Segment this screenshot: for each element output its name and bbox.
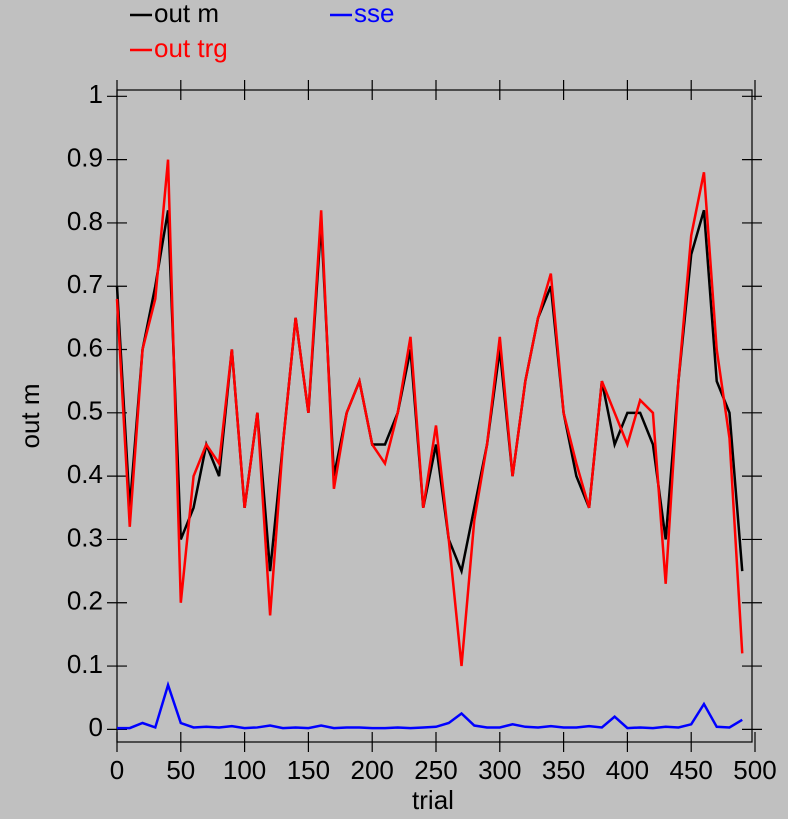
series-line (115, 209, 744, 576)
x-tick-label: 400 (606, 755, 649, 785)
x-tick-label: 200 (351, 755, 394, 785)
x-tick-label: 100 (223, 755, 266, 785)
y-tick-label: 0.4 (67, 459, 103, 489)
x-tick-label: 50 (166, 755, 195, 785)
x-tick-label: 350 (542, 755, 585, 785)
y-tick-label: 0.1 (67, 649, 103, 679)
x-tick-label: 0 (110, 755, 124, 785)
y-tick-label: 1 (89, 79, 103, 109)
plot-frame (116, 89, 753, 743)
x-tick-label: 150 (287, 755, 330, 785)
x-tick-label: 500 (733, 755, 776, 785)
series-line (115, 159, 744, 667)
y-tick-label: 0.9 (67, 143, 103, 173)
series-line (117, 680, 743, 730)
y-tick-label: 0.2 (67, 586, 103, 616)
x-tick-label: 300 (478, 755, 521, 785)
y-tick-label: 0.5 (67, 396, 103, 426)
y-tick-label: 0.8 (67, 206, 103, 236)
legend-label: out m (154, 0, 219, 28)
y-tick-label: 0.7 (67, 269, 103, 299)
x-tick-label: 250 (414, 755, 457, 785)
x-axis-label: trial (412, 785, 454, 815)
y-tick-label: 0.6 (67, 332, 103, 362)
y-tick-label: 0.3 (67, 522, 103, 552)
x-tick-label: 450 (670, 755, 713, 785)
legend-label: sse (354, 0, 394, 28)
y-axis-label: out m (15, 383, 45, 448)
y-tick-label: 0 (89, 712, 103, 742)
legend-label: out trg (154, 33, 228, 63)
